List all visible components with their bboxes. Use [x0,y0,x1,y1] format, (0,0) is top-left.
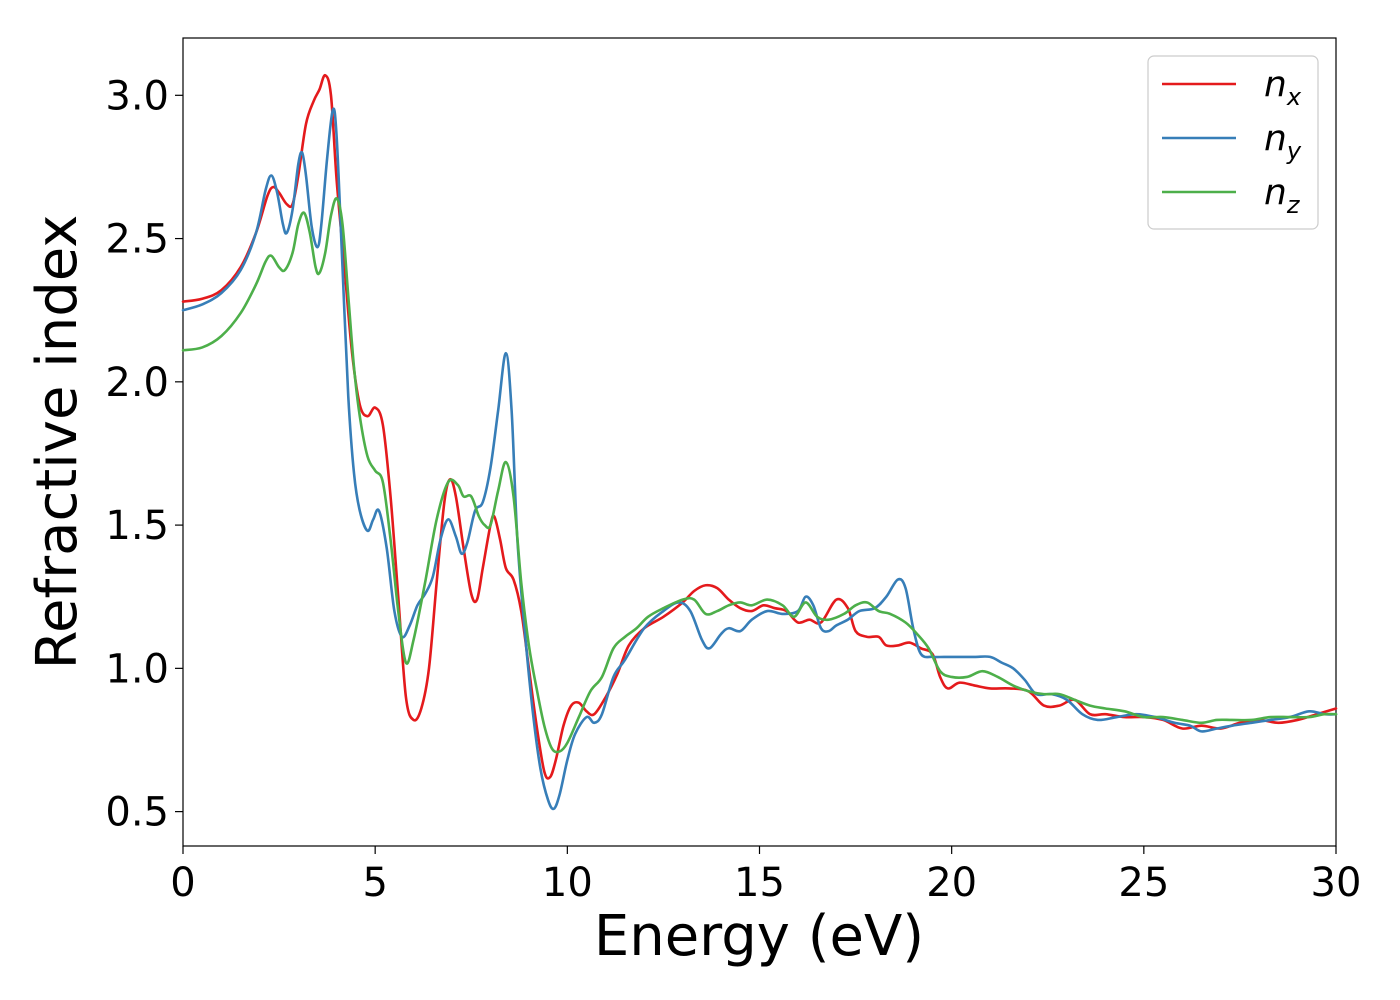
x-tick-label: 0 [170,860,195,906]
y-tick-label: 2.5 [105,217,169,263]
y-tick-label: 1.5 [105,503,169,549]
x-tick-label: 20 [926,860,977,906]
legend-label-n_x: nx [1264,64,1302,111]
y-axis-title: Refractive index [25,215,90,670]
legend-box [1147,55,1319,230]
y-tick-label: 2.0 [105,360,169,406]
x-axis: 0 5 10 15 20 25 30 [170,846,1361,906]
y-tick-label: 3.0 [105,73,169,119]
x-tick-label: 30 [1311,860,1362,906]
y-tick-label: 0.5 [105,790,169,836]
y-tick-label: 1.0 [105,646,169,692]
series-layer [181,73,1338,811]
x-tick-label: 10 [542,860,593,906]
x-tick-label: 5 [362,860,387,906]
x-tick-label: 25 [1118,860,1169,906]
series-line-n_x [181,73,1338,780]
x-tick-label: 15 [734,860,785,906]
series-line-n_y [181,107,1338,811]
legend: nx ny nz [1147,55,1319,230]
x-axis-title: Energy (eV) [594,904,924,969]
series-line-n_z [181,197,1338,754]
legend-label-n_z: nz [1264,172,1301,219]
legend-label-n_y: ny [1264,118,1302,165]
y-axis: 0.5 1.0 1.5 2.0 2.5 3.0 [105,73,183,836]
